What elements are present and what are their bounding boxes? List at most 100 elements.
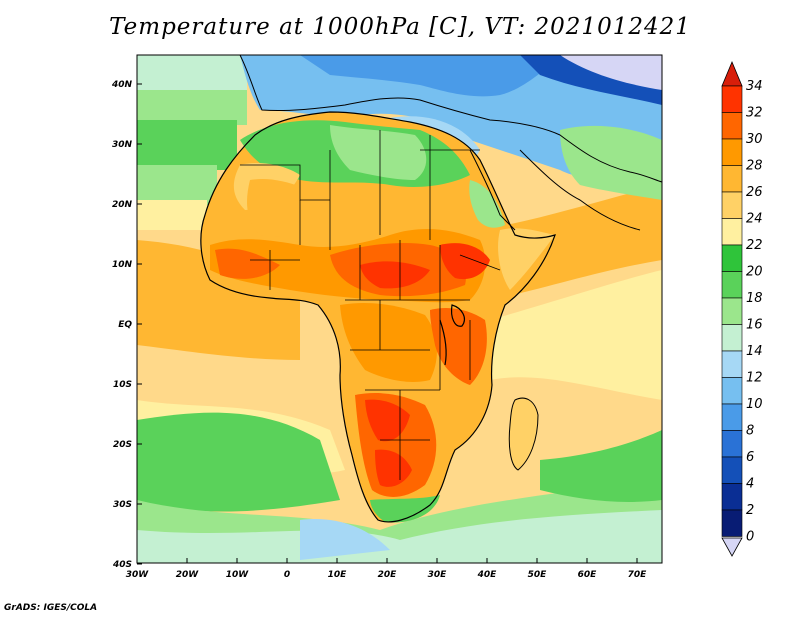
colorbar-label: 20 xyxy=(746,265,763,280)
country-borders xyxy=(240,130,501,480)
indian-ocean-pale xyxy=(490,270,662,400)
colorbar-label: 14 xyxy=(746,344,763,359)
lon-tick-label: 30W xyxy=(126,570,150,580)
arabian-coastline xyxy=(519,149,641,231)
north-atlantic-band-4 xyxy=(137,165,217,205)
lon-tick-label: 10E xyxy=(328,570,348,580)
west-africa-hot-spot xyxy=(215,248,280,279)
longitude-ticks: 30W 20W 10W 0 10E 20E 30E 40E 50E 60E 70E xyxy=(126,558,647,580)
lat-tick-label: EQ xyxy=(118,320,132,330)
colorbar-swatch xyxy=(721,138,743,166)
colorbar-swatch xyxy=(721,297,743,325)
europe-colder-region xyxy=(300,55,560,97)
colorbar-bottom-arrow xyxy=(721,537,743,557)
colorbar-label: 10 xyxy=(746,397,763,412)
colorbar-boxes xyxy=(721,85,743,537)
colorbar-label: 8 xyxy=(746,424,754,439)
colorbar-swatch xyxy=(721,456,743,484)
congo-basin-hot xyxy=(340,303,437,382)
colorbar-swatch xyxy=(721,244,743,272)
red-sea-coast-green xyxy=(469,180,505,228)
lon-tick-label: 50E xyxy=(528,570,548,580)
lon-tick-label: 30E xyxy=(428,570,448,580)
colorbar-swatch xyxy=(721,218,743,246)
southern-ocean-blue-patch xyxy=(300,519,390,560)
colorbar-swatch xyxy=(721,271,743,299)
lat-tick-label: 10S xyxy=(113,380,132,390)
north-atlantic-cool-band xyxy=(137,55,247,95)
central-asia-coldest-region xyxy=(560,55,662,90)
red-sea-coastline xyxy=(469,149,516,231)
africa-coastline xyxy=(200,111,556,523)
colorbar-label: 34 xyxy=(746,79,763,94)
madagascar xyxy=(508,397,539,471)
colorbar-label: 2 xyxy=(746,503,754,518)
lat-tick-label: 10N xyxy=(112,260,133,270)
colorbar-label: 16 xyxy=(746,318,763,333)
lon-tick-label: 70E xyxy=(628,570,648,580)
colorbar-swatch xyxy=(721,430,743,458)
south-sudan-hottest xyxy=(440,243,490,280)
south-africa-coast-green xyxy=(370,495,440,523)
mediterranean-coastline xyxy=(239,55,662,183)
colorbar-swatch xyxy=(721,85,743,113)
north-atlantic-band-5 xyxy=(137,200,207,230)
colorbar-swatch xyxy=(721,324,743,352)
horn-of-africa-warm xyxy=(498,228,555,290)
mali-warm xyxy=(247,179,330,237)
lon-tick-label: 60E xyxy=(578,570,598,580)
colorbar-swatch xyxy=(721,509,743,537)
kalahari-hottest xyxy=(375,449,412,487)
colorbar-label: 18 xyxy=(746,291,763,306)
colorbar-swatch xyxy=(721,165,743,193)
lat-tick-label: 40S xyxy=(112,560,132,570)
lon-tick-label: 0 xyxy=(284,570,290,580)
colorbar-label: 28 xyxy=(746,159,763,174)
angola-hottest xyxy=(365,399,410,442)
grads-credit: GrADS: IGES/COLA xyxy=(4,603,98,613)
colorbar-swatch xyxy=(721,377,743,405)
colorbar-label: 6 xyxy=(746,450,754,465)
lat-tick-label: 20S xyxy=(113,440,132,450)
lake-victoria xyxy=(450,304,465,327)
lon-tick-label: 10W xyxy=(226,570,250,580)
lat-tick-label: 30N xyxy=(112,140,133,150)
colorbar-swatch xyxy=(721,112,743,140)
libya-light-band xyxy=(330,125,427,180)
colorbar-label: 0 xyxy=(746,530,754,545)
latitude-ticks: 40N 30N 20N 10N EQ 10S 20S 30S 40S xyxy=(111,80,142,570)
colorbar-swatch xyxy=(721,350,743,378)
colorbar-label: 24 xyxy=(746,212,763,227)
north-atlantic-band-2 xyxy=(137,90,247,125)
central-africa-hottest xyxy=(360,261,430,289)
lat-tick-label: 30S xyxy=(113,500,132,510)
lat-tick-label: 20N xyxy=(112,200,133,210)
colorbar-swatch xyxy=(721,403,743,431)
east-africa-hot xyxy=(430,308,487,385)
colorbar-label: 22 xyxy=(746,238,763,253)
colorbar-label: 32 xyxy=(746,106,763,121)
colorbar-label: 12 xyxy=(746,371,763,386)
map-plot-area xyxy=(137,55,662,563)
lat-tick-label: 40N xyxy=(111,80,133,90)
colorbar-top-arrow xyxy=(721,60,743,87)
plot-frame xyxy=(136,54,663,564)
lon-tick-label: 40E xyxy=(477,570,498,580)
europe-mideast-cool-region xyxy=(240,55,662,180)
lon-tick-label: 20W xyxy=(176,570,200,580)
colorbar-label: 4 xyxy=(746,477,754,492)
north-atlantic-band-3 xyxy=(137,120,237,170)
colorbar-swatch xyxy=(721,483,743,511)
map-title: Temperature at 1000hPa [C], VT: 20210124… xyxy=(109,14,691,40)
southern-ocean-pale-band xyxy=(137,510,662,563)
iran-green-region xyxy=(560,125,662,200)
south-atlantic-green-band xyxy=(137,412,340,512)
lon-tick-label: 20E xyxy=(378,570,398,580)
equatorial-atlantic-warm xyxy=(137,240,300,360)
colorbar-label: 30 xyxy=(746,132,763,147)
lake-tanganyika xyxy=(439,319,447,366)
colorbar-swatch xyxy=(721,191,743,219)
